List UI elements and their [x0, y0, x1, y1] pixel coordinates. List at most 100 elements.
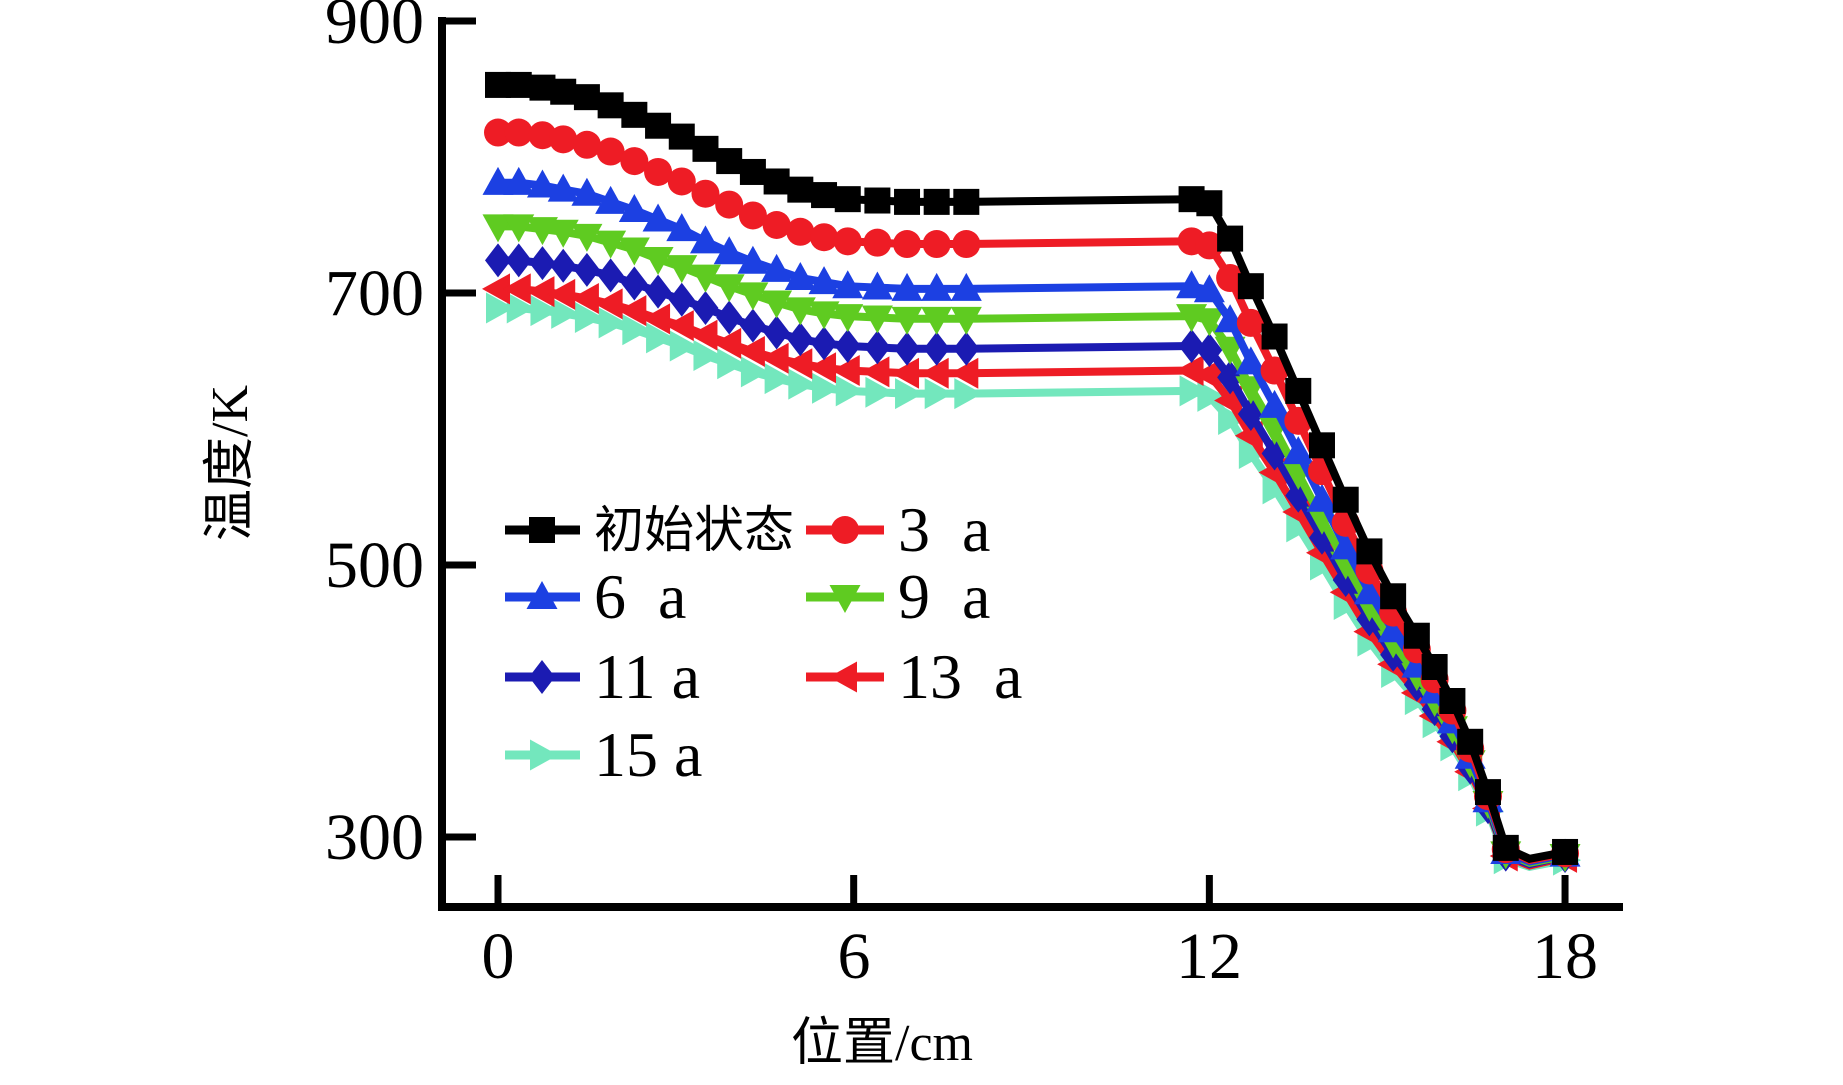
y-tick-mark: [446, 17, 476, 25]
triangle-left-marker: [570, 282, 599, 314]
square-marker: [739, 158, 766, 185]
y-tick-700: 700: [325, 257, 424, 330]
square-marker: [505, 71, 532, 98]
circle-marker: [786, 217, 815, 246]
x-tick-6: 6: [838, 920, 871, 993]
triangle-down-marker: [482, 214, 514, 243]
x-tick-mark: [494, 875, 502, 903]
square-marker: [1261, 323, 1288, 350]
triangle-down-marker: [808, 301, 840, 330]
triangle-up-marker: [526, 169, 558, 198]
square-marker: [550, 78, 577, 105]
diamond-marker: [529, 246, 556, 281]
triangle-right-marker: [486, 292, 514, 324]
diamond-marker: [505, 243, 532, 278]
series-curves: [482, 71, 1582, 876]
triangle-left-marker: [808, 352, 837, 384]
triangle-left-marker: [1175, 355, 1204, 387]
circle-marker: [596, 137, 625, 166]
triangle-right-marker: [693, 340, 722, 372]
circle-marker: [667, 167, 696, 196]
triangle-right-marker: [954, 378, 983, 410]
triangle-left-marker: [920, 357, 949, 389]
circle-marker: [738, 201, 767, 230]
legend-label: 11 a: [594, 641, 700, 712]
circle-marker: [1195, 231, 1224, 260]
circle-marker: [691, 179, 720, 208]
triangle-down-marker: [921, 306, 953, 335]
diamond-marker: [894, 331, 921, 366]
axes: [438, 17, 1623, 911]
triangle-up-marker: [1193, 274, 1225, 303]
triangle-up-marker: [618, 194, 650, 223]
triangle-left-marker: [642, 303, 671, 335]
square-marker: [1403, 622, 1430, 649]
triangle-up-marker: [1306, 483, 1338, 512]
legend-entry-2: 6 a: [505, 561, 686, 632]
diamond-marker: [645, 274, 672, 309]
triangle-left-marker: [891, 357, 920, 389]
diamond-marker: [550, 248, 577, 283]
circle-marker: [863, 228, 892, 257]
x-tick-12: 12: [1176, 920, 1242, 993]
triangle-left-marker: [950, 357, 979, 389]
x-tick-0: 0: [482, 920, 515, 993]
square-marker: [834, 186, 861, 213]
triangle-up-marker: [713, 236, 745, 265]
triangle-right-marker: [506, 292, 535, 324]
triangle-up-marker: [737, 245, 769, 274]
y-tick-900: 900: [325, 0, 424, 58]
square-marker: [864, 187, 891, 214]
triangle-down-marker: [618, 237, 650, 266]
triangle-right-marker: [1197, 380, 1226, 412]
x-tick-mark: [850, 875, 858, 903]
triangle-up-marker: [861, 271, 893, 300]
diamond-marker: [864, 330, 891, 365]
legend-entry-5: 13 a: [806, 641, 1022, 712]
square-marker: [1380, 583, 1407, 610]
triangle-down-marker: [891, 306, 923, 335]
diamond-marker: [621, 266, 648, 301]
triangle-left-marker: [784, 348, 813, 380]
x-axis-spine: [438, 903, 1623, 911]
triangle-down-marker: [595, 230, 627, 259]
circle-marker: [893, 230, 922, 259]
triangle-up-marker: [571, 177, 603, 206]
x-tick-mark: [1205, 875, 1213, 903]
triangle-up-marker: [1282, 436, 1314, 465]
triangle-down-marker: [666, 255, 698, 284]
triangle-left-marker: [547, 278, 576, 310]
diamond-marker: [529, 660, 555, 694]
circle-marker: [644, 157, 673, 186]
triangle-left-marker: [736, 335, 765, 367]
triangle-down-marker: [571, 223, 603, 252]
triangle-up-marker: [1176, 270, 1208, 299]
triangle-down-marker: [503, 214, 535, 243]
triangle-up-marker: [1353, 576, 1385, 605]
diamond-marker: [834, 329, 861, 364]
triangle-up-marker: [689, 225, 721, 254]
legend-label: 9 a: [898, 561, 990, 632]
square-marker: [1552, 838, 1579, 865]
triangle-up-marker: [642, 203, 674, 232]
triangle-up-marker: [950, 272, 982, 301]
triangle-right-marker: [835, 375, 864, 407]
square-marker: [668, 123, 695, 150]
triangle-down-marker: [784, 297, 816, 326]
triangle-right-marker: [530, 295, 559, 327]
circle-marker: [484, 118, 512, 147]
circle-marker: [504, 118, 533, 147]
circle-marker: [1260, 356, 1289, 385]
legend-label: 初始状态: [594, 502, 794, 558]
triangle-up-marker: [526, 581, 558, 609]
square-marker: [1196, 190, 1223, 217]
circle-marker: [952, 230, 981, 259]
legend-entry-1: 3 a: [806, 494, 990, 565]
triangle-right-marker: [1179, 375, 1208, 407]
triangle-left-marker: [618, 295, 647, 327]
square-marker: [953, 188, 980, 215]
legend-entry-0: 初始状态: [505, 502, 794, 558]
y-tick-300: 300: [325, 801, 424, 874]
